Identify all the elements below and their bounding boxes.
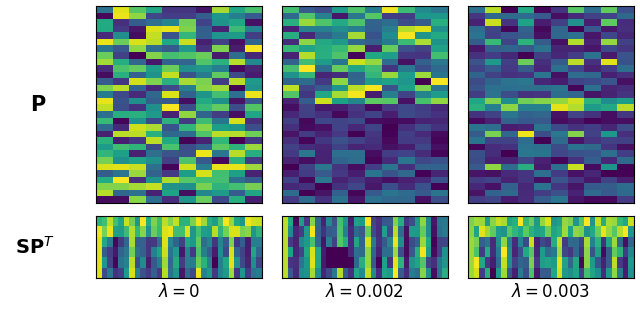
Text: $\mathbf{SP}^T$: $\mathbf{SP}^T$ — [15, 236, 55, 258]
X-axis label: $\lambda = 0.003$: $\lambda = 0.003$ — [511, 283, 590, 301]
X-axis label: $\lambda = 0.002$: $\lambda = 0.002$ — [325, 283, 404, 301]
Text: $\mathbf{P}$: $\mathbf{P}$ — [30, 95, 47, 115]
X-axis label: $\lambda = 0$: $\lambda = 0$ — [157, 283, 200, 301]
